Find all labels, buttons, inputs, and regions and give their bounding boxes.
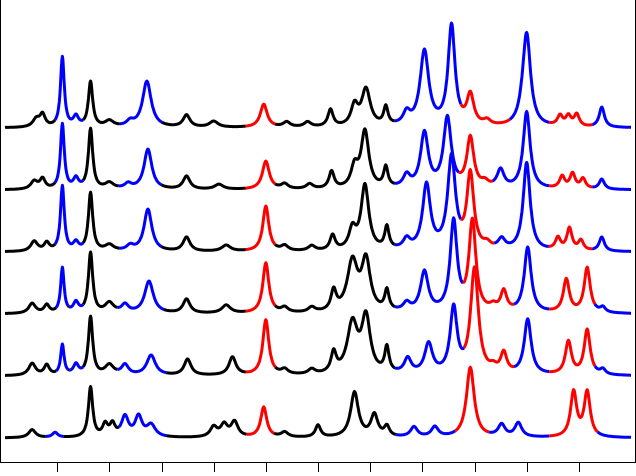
spectrum-0-segment-2 bbox=[82, 79, 121, 126]
spectrum-2-segment-3 bbox=[118, 207, 163, 250]
spectrum-1-segment-8 bbox=[457, 133, 494, 183]
spectrum-3-segment-10 bbox=[462, 216, 516, 306]
spectrum-2-segment-1 bbox=[53, 183, 85, 246]
spectrum-2-segment-6 bbox=[274, 181, 396, 252]
spectrum-3-segment-1 bbox=[54, 265, 70, 309]
x-axis-ticks bbox=[57, 462, 580, 472]
spectrum-0-segment-11 bbox=[591, 105, 632, 129]
spectrum-4-segment-12 bbox=[462, 265, 516, 369]
spectrum-trace-2 bbox=[4, 151, 632, 253]
spectrum-3-segment-3 bbox=[68, 298, 85, 309]
spectrum-2-segment-0 bbox=[4, 239, 57, 253]
spectrum-0-segment-0 bbox=[4, 110, 57, 129]
spectrum-4-segment-11 bbox=[393, 302, 466, 370]
spectrum-3-segment-13 bbox=[593, 303, 632, 315]
spectrum-trace-1 bbox=[4, 110, 632, 191]
spectrum-0-segment-8 bbox=[459, 89, 511, 125]
spectrum-5-segment-8 bbox=[454, 365, 491, 434]
spectrum-4-segment-1 bbox=[55, 342, 70, 372]
spectrum-2-segment-8 bbox=[460, 168, 496, 245]
spectrum-3-segment-9 bbox=[393, 216, 464, 309]
spectrum-4-segment-0 bbox=[4, 361, 58, 377]
spectrum-trace-3 bbox=[4, 216, 632, 315]
spectrum-2-segment-11 bbox=[591, 235, 632, 253]
spectrum-2-segment-2 bbox=[82, 190, 121, 250]
spectrum-1-segment-6 bbox=[274, 127, 396, 190]
spectrum-5-segment-5 bbox=[245, 405, 276, 436]
spectrum-3-segment-12 bbox=[548, 265, 597, 311]
spectrum-5-segment-4 bbox=[165, 418, 248, 439]
spectrum-5-segment-10 bbox=[548, 388, 599, 438]
spectrum-1-segment-4 bbox=[160, 174, 247, 190]
spectrum-3-segment-11 bbox=[513, 245, 551, 311]
spectrum-1-segment-3 bbox=[117, 147, 163, 188]
spectrum-4-segment-15 bbox=[593, 365, 632, 377]
spectrum-1-segment-11 bbox=[591, 177, 632, 191]
spectrum-0-segment-4 bbox=[161, 113, 247, 129]
spectrum-3-segment-4 bbox=[82, 250, 119, 309]
spectrum-4-segment-8 bbox=[165, 355, 247, 376]
spectrum-5-segment-6 bbox=[273, 390, 397, 438]
spectrum-1-segment-10 bbox=[548, 170, 594, 189]
spectrum-1-segment-7 bbox=[393, 113, 460, 185]
spectrum-3-segment-6 bbox=[163, 297, 247, 314]
spectrum-0-segment-1 bbox=[53, 54, 85, 122]
spectrum-5-segment-7 bbox=[394, 424, 457, 437]
spectrum-trace-5 bbox=[4, 365, 632, 440]
spectrum-4-segment-14 bbox=[548, 327, 597, 374]
spectrum-2-segment-10 bbox=[547, 225, 594, 251]
spectrum-trace-0 bbox=[4, 21, 632, 129]
spectrum-1-segment-0 bbox=[4, 175, 57, 191]
spectrum-4-segment-3 bbox=[68, 361, 85, 372]
spectrum-4-segment-4 bbox=[82, 314, 119, 371]
spectrum-4-segment-7 bbox=[137, 353, 168, 375]
spectrum-1-segment-5 bbox=[244, 159, 277, 190]
spectrum-3-segment-7 bbox=[244, 261, 277, 313]
spectrum-0-segment-3 bbox=[118, 79, 163, 126]
spectrum-4-segment-13 bbox=[513, 317, 551, 373]
spectrum-4-segment-9 bbox=[244, 318, 277, 374]
spectrum-3-segment-0 bbox=[4, 301, 58, 315]
spectrum-5-segment-9 bbox=[488, 420, 551, 438]
spectrum-1-segment-2 bbox=[82, 126, 120, 188]
spectrum-4-segment-2 bbox=[67, 368, 71, 372]
spectrum-0-segment-10 bbox=[548, 111, 594, 127]
spectrum-2-segment-7 bbox=[393, 151, 463, 247]
spectrum-4-segment-5 bbox=[116, 362, 138, 374]
spectrum-2-segment-4 bbox=[160, 235, 247, 252]
spectrum-2-segment-9 bbox=[493, 160, 550, 248]
spectrum-0-segment-5 bbox=[244, 102, 277, 128]
spectrum-0-segment-6 bbox=[274, 85, 396, 127]
spectrum-3-segment-2 bbox=[66, 304, 71, 309]
spectrum-3-segment-5 bbox=[116, 279, 166, 311]
spectrum-5-segment-11 bbox=[596, 430, 632, 439]
spectrum-5-segment-0 bbox=[4, 428, 47, 440]
spectrum-0-segment-7 bbox=[393, 21, 463, 123]
spectrum-trace-4 bbox=[4, 265, 632, 377]
spectrum-2-segment-5 bbox=[244, 204, 277, 252]
spectrum-1-segment-9 bbox=[491, 110, 551, 188]
spectrum-5-segment-2 bbox=[63, 385, 120, 438]
spectra-traces bbox=[4, 21, 632, 440]
spectrum-5-segment-3 bbox=[117, 412, 168, 438]
spectrum-0-segment-9 bbox=[509, 31, 551, 124]
spectrum-4-segment-10 bbox=[274, 309, 396, 375]
spectrum-1-segment-1 bbox=[53, 121, 85, 184]
spectrum-5-segment-1 bbox=[44, 430, 65, 438]
spectrum-3-segment-8 bbox=[274, 252, 396, 313]
